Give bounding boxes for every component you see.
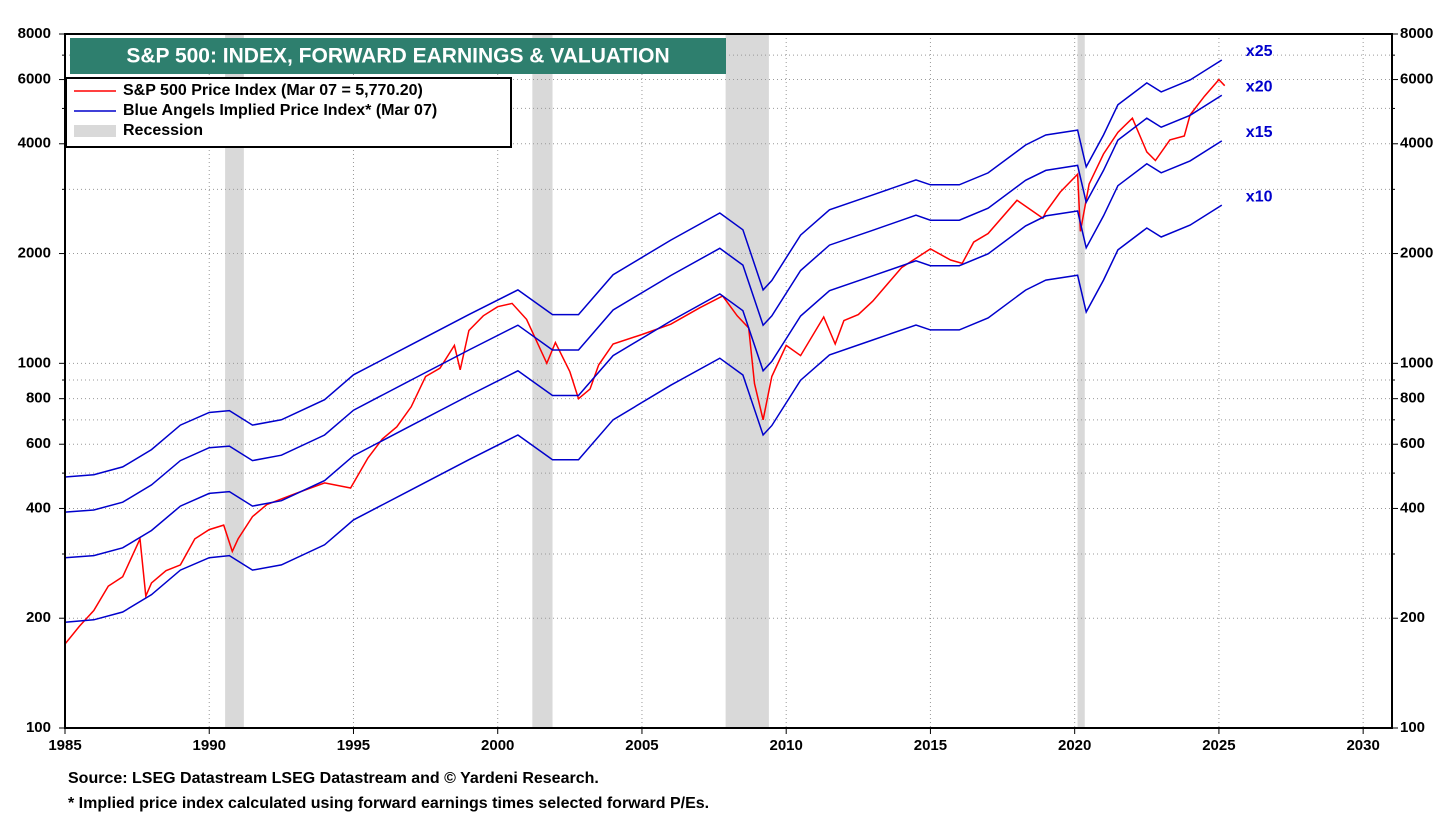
x-tick-label: 1990: [193, 737, 226, 754]
y-tick-label: 6000: [18, 71, 51, 88]
x-tick-label: 2010: [770, 737, 803, 754]
chart-title: S&P 500: INDEX, FORWARD EARNINGS & VALUA…: [126, 45, 669, 68]
source-note: Source: LSEG Datastream LSEG Datastream …: [68, 770, 599, 787]
legend: S&P 500 Price Index (Mar 07 = 5,770.20) B…: [65, 77, 512, 148]
legend-label: Blue Angels Implied Price Index* (Mar 07…: [123, 102, 437, 119]
recession-band: [532, 34, 553, 728]
y-tick-label: 600: [26, 435, 51, 452]
recession-band: [725, 34, 769, 728]
y2-tick-label: 800: [1400, 390, 1425, 407]
implied-line: [64, 204, 1223, 623]
y-tick-label: 2000: [18, 245, 51, 262]
y2-tick-label: 100: [1400, 719, 1425, 736]
x-tick-label: 1985: [48, 737, 81, 754]
y-tick-label: 8000: [18, 25, 51, 42]
legend-label: S&P 500 Price Index (Mar 07 = 5,770.20): [123, 82, 423, 99]
band-label: x10: [1246, 188, 1273, 205]
x-tick-label: 2000: [481, 737, 514, 754]
plot-frame: [64, 33, 1393, 729]
legend-swatch: [74, 125, 116, 137]
legend-label: Recession: [123, 122, 203, 139]
y-tick-label: 400: [26, 499, 51, 516]
x-tick-label: 2020: [1058, 737, 1091, 754]
y-tick-label: 4000: [18, 135, 51, 152]
y2-tick-label: 200: [1400, 609, 1425, 626]
band-label: x25: [1246, 43, 1273, 60]
implied-line: [64, 140, 1223, 559]
x-tick-label: 2030: [1346, 737, 1379, 754]
recession-band: [1077, 34, 1085, 728]
y-tick-label: 100: [26, 719, 51, 736]
x-tick-label: 2015: [914, 737, 947, 754]
x-tick-label: 2005: [625, 737, 658, 754]
y2-tick-label: 400: [1400, 499, 1425, 516]
y2-tick-label: 1000: [1400, 354, 1433, 371]
price-line: [64, 78, 1226, 645]
y2-tick-label: 8000: [1400, 25, 1433, 42]
x-tick-label: 2025: [1202, 737, 1235, 754]
y2-tick-label: 4000: [1400, 135, 1433, 152]
y2-tick-label: 600: [1400, 435, 1425, 452]
y-tick-label: 800: [26, 390, 51, 407]
y2-tick-label: 6000: [1400, 71, 1433, 88]
y2-tick-label: 2000: [1400, 245, 1433, 262]
x-tick-label: 1995: [337, 737, 370, 754]
band-label: x20: [1246, 79, 1273, 96]
implied-line: [64, 94, 1223, 513]
title-box: [70, 38, 726, 74]
band-label: x15: [1246, 124, 1273, 141]
series: [64, 59, 1226, 645]
footnote: * Implied price index calculated using f…: [68, 795, 709, 812]
y-tick-label: 200: [26, 609, 51, 626]
legend-box: [65, 77, 512, 148]
y-tick-label: 1000: [18, 354, 51, 371]
implied-line: [64, 59, 1223, 478]
